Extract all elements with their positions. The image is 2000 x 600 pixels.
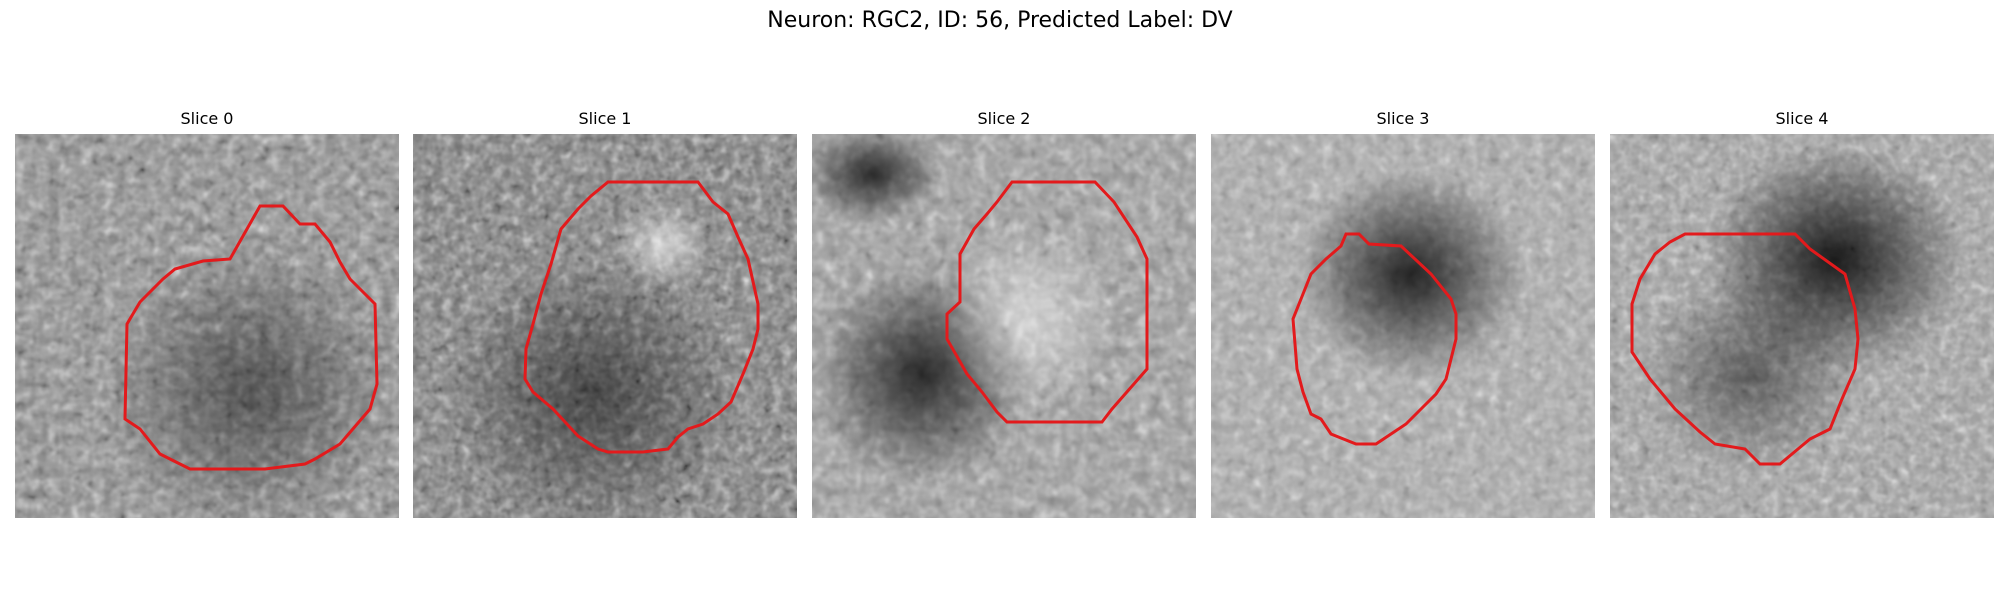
slice-panel-2: Slice 2: [812, 108, 1196, 518]
contour-0: [123, 204, 379, 471]
slice-title-2: Slice 2: [977, 109, 1031, 128]
slice-title-4: Slice 4: [1775, 109, 1829, 128]
contour-2: [945, 180, 1149, 424]
slice-image-3: [1211, 134, 1595, 518]
slice-title-3: Slice 3: [1376, 109, 1430, 128]
slice-panel-3: Slice 3: [1211, 108, 1595, 518]
slice-title-0: Slice 0: [180, 109, 234, 128]
slice-panel-4: Slice 4: [1610, 108, 1994, 518]
slice-image-1: [413, 134, 797, 518]
contour-4: [1630, 232, 1860, 466]
slice-image-4: [1610, 134, 1994, 518]
figure-title: Neuron: RGC2, ID: 56, Predicted Label: D…: [767, 8, 1233, 33]
slice-panel-1: Slice 1: [413, 108, 797, 518]
slice-image-2: [812, 134, 1196, 518]
slice-title-1: Slice 1: [578, 109, 632, 128]
slice-panel-0: Slice 0: [15, 108, 399, 518]
slice-image-0: [15, 134, 399, 518]
contour-3: [1291, 232, 1458, 446]
contour-1: [523, 180, 760, 454]
